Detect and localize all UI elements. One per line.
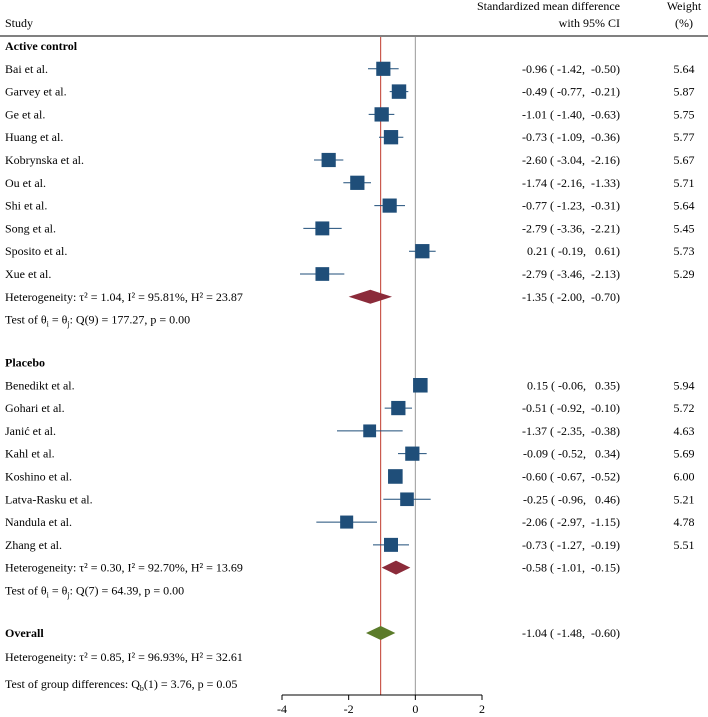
study-label: Kobrynska et al.	[5, 153, 84, 167]
study-marker	[405, 446, 420, 461]
group-title: Active control	[5, 39, 78, 53]
study-marker	[363, 424, 377, 438]
study-ci-text: -0.73 ( -1.27, -0.19)	[522, 538, 620, 552]
study-ci-text: -1.01 ( -1.40, -0.63)	[522, 107, 620, 121]
study-weight: 5.75	[674, 107, 695, 121]
study-marker	[374, 107, 389, 122]
study-marker	[350, 175, 365, 190]
study-label: Xue et al.	[5, 267, 51, 281]
study-ci-text: -2.79 ( -3.36, -2.21)	[522, 221, 620, 235]
x-tick-label: -2	[344, 702, 354, 716]
study-marker	[391, 84, 407, 99]
study-label: Janić et al.	[5, 424, 56, 438]
study-label: Huang et al.	[5, 130, 63, 144]
study-ci-text: 0.21 ( -0.19, 0.61)	[524, 244, 620, 258]
study-marker	[376, 61, 391, 76]
x-tick-label: 2	[479, 702, 485, 716]
study-ci-text: -0.96 ( -1.42, -0.50)	[522, 62, 620, 76]
header-study: Study	[5, 16, 33, 30]
study-ci-text: -0.49 ( -0.77, -0.21)	[522, 85, 620, 99]
subgroup-ci-text: -0.58 ( -1.01, -0.15)	[522, 561, 620, 575]
study-weight: 5.87	[674, 85, 695, 99]
study-marker	[391, 400, 406, 416]
study-marker	[340, 515, 354, 529]
study-label: Zhang et al.	[5, 538, 62, 552]
study-label: Garvey et al.	[5, 85, 67, 99]
study-ci-text: -0.73 ( -1.09, -0.36)	[522, 130, 620, 144]
study-label: Latva-Rasku et al.	[5, 492, 93, 506]
study-ci-text: -0.51 ( -0.92, -0.10)	[522, 401, 620, 415]
study-label: Sposito et al.	[5, 244, 67, 258]
study-weight: 6.00	[674, 469, 695, 483]
study-marker	[382, 198, 397, 213]
study-marker	[415, 244, 430, 259]
study-label: Koshino et al.	[5, 469, 72, 483]
study-weight: 5.21	[674, 492, 695, 506]
overall-diamond	[366, 626, 396, 640]
study-weight: 5.64	[674, 199, 695, 213]
study-label: Ou et al.	[5, 176, 46, 190]
study-label: Shi et al.	[5, 199, 47, 213]
study-weight: 5.94	[674, 378, 695, 392]
study-label: Nandula et al.	[5, 515, 72, 529]
subgroup-test: Test of θi = θj: Q(9) = 177.27, p = 0.00	[5, 313, 190, 329]
group-differences-test: Test of group differences: Qb(1) = 3.76,…	[5, 677, 237, 693]
subgroup-diamond	[348, 289, 392, 304]
x-tick-label: -4	[277, 702, 287, 716]
study-marker	[383, 130, 399, 145]
study-weight: 5.77	[674, 130, 695, 144]
study-weight: 5.45	[674, 221, 695, 235]
subgroup-diamond	[381, 560, 411, 575]
overall-heterogeneity: Heterogeneity: τ² = 0.85, I² = 96.93%, H…	[5, 650, 243, 664]
study-weight: 5.51	[674, 538, 695, 552]
header-weight-line2: (%)	[675, 16, 693, 30]
study-ci-text: 0.15 ( -0.06, 0.35)	[524, 378, 620, 392]
study-marker	[384, 537, 398, 552]
study-ci-text: -0.77 ( -1.23, -0.31)	[522, 199, 620, 213]
study-marker	[315, 267, 330, 281]
study-ci-text: -2.60 ( -3.04, -2.16)	[522, 153, 620, 167]
x-tick-label: 0	[412, 702, 418, 716]
overall-ci-text: -1.04 ( -1.48, -0.60)	[522, 626, 620, 640]
study-ci-text: -1.37 ( -2.35, -0.38)	[522, 424, 620, 438]
overall-title: Overall	[5, 626, 44, 640]
subgroup-heterogeneity: Heterogeneity: τ² = 0.30, I² = 92.70%, H…	[5, 561, 243, 575]
study-weight: 5.69	[674, 447, 695, 461]
study-weight: 5.73	[674, 244, 695, 258]
header-effect-line1: Standardized mean difference	[477, 0, 620, 13]
group-title: Placebo	[5, 355, 45, 369]
study-label: Song et al.	[5, 221, 56, 235]
subgroup-ci-text: -1.35 ( -2.00, -0.70)	[522, 290, 620, 304]
subgroup-test: Test of θi = θj: Q(7) = 64.39, p = 0.00	[5, 583, 184, 599]
study-weight: 5.29	[674, 267, 695, 281]
study-label: Ge et al.	[5, 107, 45, 121]
study-ci-text: -0.25 ( -0.96, 0.46)	[523, 492, 620, 506]
study-label: Benedikt et al.	[5, 378, 75, 392]
study-ci-text: -2.79 ( -3.46, -2.13)	[522, 267, 620, 281]
study-weight: 5.71	[674, 176, 695, 190]
study-weight: 4.63	[674, 424, 695, 438]
header-weight-line1: Weight	[667, 0, 702, 13]
study-ci-text: -0.60 ( -0.67, -0.52)	[522, 469, 620, 483]
study-weight: 5.67	[674, 153, 695, 167]
header-effect-line2: with 95% CI	[559, 16, 620, 30]
study-ci-text: -2.06 ( -2.97, -1.15)	[522, 515, 620, 529]
study-ci-text: -0.09 ( -0.52, 0.34)	[523, 447, 620, 461]
study-marker	[315, 221, 330, 236]
study-weight: 5.64	[674, 62, 695, 76]
study-marker	[321, 152, 336, 168]
study-label: Gohari et al.	[5, 401, 65, 415]
subgroup-heterogeneity: Heterogeneity: τ² = 1.04, I² = 95.81%, H…	[5, 290, 243, 304]
study-ci-text: -1.74 ( -2.16, -1.33)	[522, 176, 620, 190]
study-label: Bai et al.	[5, 62, 48, 76]
study-marker	[388, 469, 403, 484]
x-axis-ticks: -4 -2 0 2	[277, 695, 485, 716]
forest-rows: Active control Bai et al. -0.96 ( -1.42, -…	[5, 39, 695, 693]
study-weight: 5.72	[674, 401, 695, 415]
study-marker	[413, 378, 428, 393]
study-marker	[400, 492, 414, 507]
study-weight: 4.78	[674, 515, 695, 529]
study-label: Kahl et al.	[5, 447, 55, 461]
